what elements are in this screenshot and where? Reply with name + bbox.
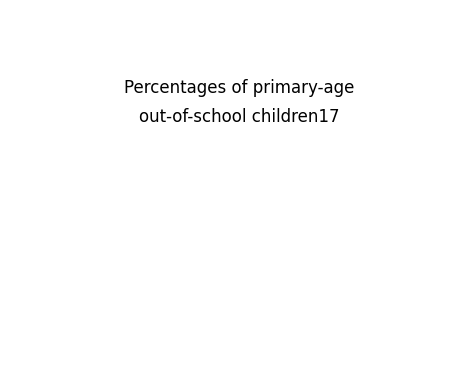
Text: out-of-school children17: out-of-school children17 [139,108,340,126]
Text: Percentages of primary-age: Percentages of primary-age [124,79,354,97]
